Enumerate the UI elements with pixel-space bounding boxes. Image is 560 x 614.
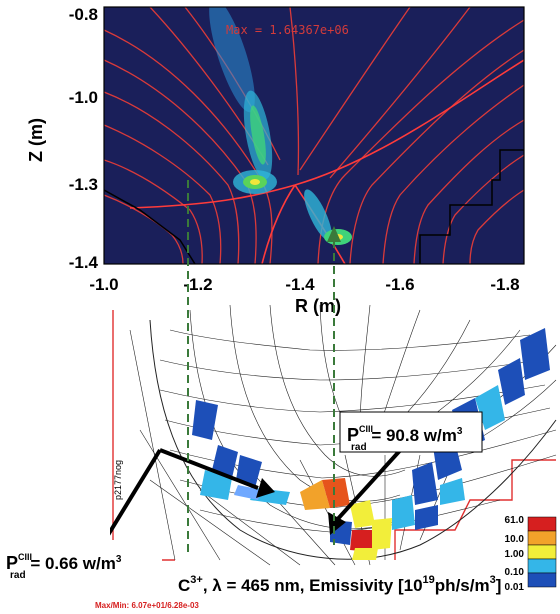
upper-annotation: PCIII rad = 90.8 w/m3 bbox=[339, 411, 483, 453]
caption: C3+, λ = 465 nm, Emissivity [1019ph/s/m3… bbox=[178, 574, 501, 595]
scale-swatch bbox=[527, 530, 557, 546]
scale-label: 61.0 bbox=[505, 515, 525, 526]
y-tick: -0.8 bbox=[69, 5, 98, 24]
scale-label: 0.10 bbox=[505, 567, 525, 578]
top-y-axis: -0.8 -1.0 -1.3 -1.4 Z (m) bbox=[26, 5, 99, 272]
flux-surfaces-left bbox=[104, 7, 281, 264]
x-tick: -1.6 bbox=[385, 275, 414, 294]
scale-swatch bbox=[527, 572, 557, 588]
flux-surfaces-right bbox=[289, 7, 524, 264]
scale-label: 10.0 bbox=[505, 534, 525, 545]
x-tick: -1.2 bbox=[183, 275, 212, 294]
y-tick: -1.0 bbox=[69, 88, 98, 107]
max-value-label: Max = 1.64367e+06 bbox=[226, 23, 349, 37]
annotation-arrows bbox=[110, 443, 407, 536]
scale-label: 1.00 bbox=[505, 549, 525, 560]
color-scale: 61.0 10.0 1.00 0.10 0.01 bbox=[505, 515, 557, 593]
projection-arrow bbox=[327, 226, 341, 242]
y-tick: -1.3 bbox=[69, 175, 98, 194]
top-contour-plot: Max = 1.64367e+06 bbox=[103, 6, 525, 265]
scale-swatch bbox=[527, 516, 557, 532]
projection-lines bbox=[187, 180, 335, 555]
emission-blobs bbox=[209, 7, 352, 245]
x-tick: -1.8 bbox=[490, 275, 519, 294]
scale-swatch bbox=[527, 544, 557, 560]
bottom-mesh-plot bbox=[110, 305, 557, 566]
y-axis-label: Z (m) bbox=[26, 118, 46, 162]
max-min-label: Max/Min: 6.07e+01/6.28e-03 bbox=[95, 601, 199, 610]
top-plot-background bbox=[104, 7, 524, 264]
scale-swatch bbox=[527, 558, 557, 574]
x-tick: -1.4 bbox=[285, 275, 315, 294]
shot-id-label: p2177nog bbox=[113, 460, 123, 500]
top-x-axis: -1.0 -1.2 -1.4 -1.6 -1.8 R (m) bbox=[89, 275, 519, 316]
x-tick: -1.0 bbox=[89, 275, 118, 294]
lower-annotation: PCIII rad = 0.66 w/m3 bbox=[4, 540, 162, 581]
scale-label: 0.01 bbox=[505, 582, 525, 593]
y-tick: -1.4 bbox=[69, 253, 99, 272]
x-axis-label: R (m) bbox=[295, 296, 341, 316]
